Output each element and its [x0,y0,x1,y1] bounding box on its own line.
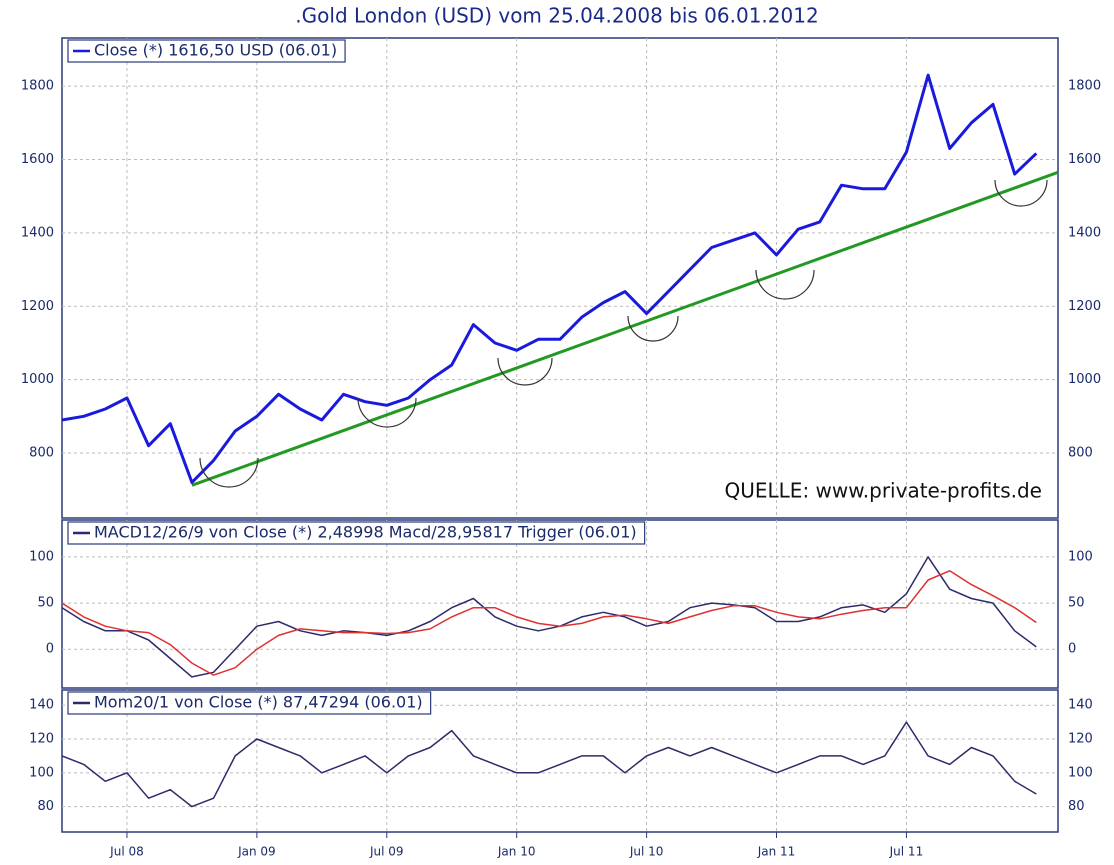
x-tick-label: Jul 08 [109,845,144,859]
source-annotation: QUELLE: www.private-profits.de [725,479,1043,503]
legend: Mom20/1 von Close (*) 87,47294 (06.01) [67,691,432,715]
y-tick-label: 1800 [21,79,54,94]
y-tick-label-right: 1000 [1068,372,1101,387]
x-tick-label: Jan 11 [757,845,796,859]
y-tick-label-right: 50 [1068,596,1085,611]
x-tick-label: Jul 09 [369,845,404,859]
legend-box [67,521,646,545]
y-tick-label-right: 1200 [1068,299,1101,314]
chart-title: .Gold London (USD) vom 25.04.2008 bis 06… [295,4,818,28]
grid [62,38,1058,832]
y-tick-label-right: 800 [1068,446,1093,461]
y-tick-label-right: 80 [1068,799,1085,814]
legend-box [67,691,432,715]
plot-area [61,73,1059,808]
arc [627,315,679,342]
y-tick-label: 0 [46,642,54,657]
y-tick-label: 1400 [21,225,54,240]
y-tick-label-right: 1400 [1068,225,1101,240]
y-tick-label: 1000 [21,372,54,387]
legend-label: Mom20/1 von Close (*) 87,47294 (06.01) [94,693,423,712]
y-tick-label: 1200 [21,299,54,314]
x-tick-label: Jan 09 [237,845,276,859]
y-tick-label-right: 100 [1068,549,1093,564]
y-tick-label: 50 [37,596,54,611]
arc [994,179,1048,207]
y-tick-label-right: 140 [1068,698,1093,713]
legend-label: Close (*) 1616,50 USD (06.01) [94,41,337,60]
series-line [61,721,1037,808]
y-tick-label-right: 1600 [1068,152,1101,167]
legend-box [67,39,346,63]
arc [497,357,553,386]
y-tick-label: 800 [29,446,54,461]
arc [755,269,815,300]
y-tick-label: 100 [29,765,54,780]
x-tick-label: Jul 10 [629,845,664,859]
series-line [61,73,1038,484]
y-tick-label: 140 [29,698,54,713]
y-tick-label: 120 [29,732,54,747]
trend-line [191,170,1059,487]
arc [199,457,259,488]
x-tick-label: Jan 10 [497,845,536,859]
legend-label: MACD12/26/9 von Close (*) 2,48998 Macd/2… [94,523,637,542]
y-tick-label: 100 [29,549,54,564]
price-panel [61,37,1059,519]
y-tick-label-right: 1800 [1068,79,1101,94]
series-line [61,570,1037,676]
legend: Close (*) 1616,50 USD (06.01) [67,39,346,63]
legend: MACD12/26/9 von Close (*) 2,48998 Macd/2… [67,521,646,545]
arc [357,397,417,428]
y-tick-label-right: 120 [1068,732,1093,747]
y-tick-label-right: 0 [1068,642,1076,657]
y-tick-label: 1600 [21,152,54,167]
y-tick-label: 80 [37,799,54,814]
y-tick-label-right: 100 [1068,765,1093,780]
annotation-arcs [199,179,1048,488]
macd-panel [61,519,1059,689]
x-tick-label: Jul 11 [889,845,924,859]
